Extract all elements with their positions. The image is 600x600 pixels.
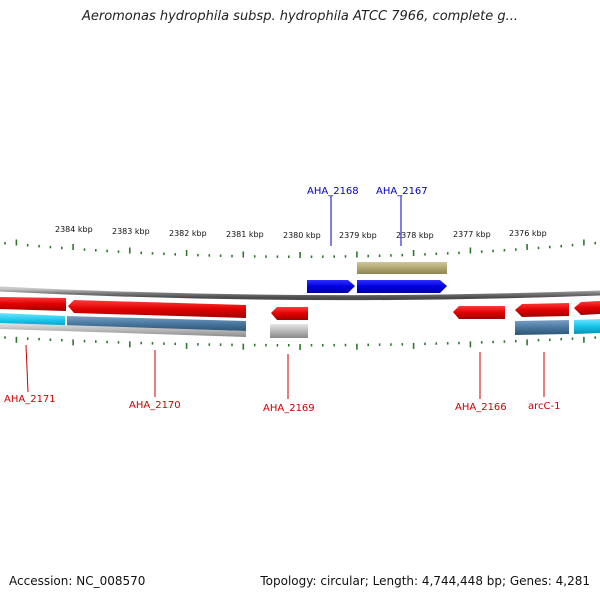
scale-label: 2376 kbp — [509, 229, 547, 238]
gene-aha2166-arrow[interactable] — [453, 306, 505, 319]
orf-cyan-right[interactable] — [574, 319, 600, 334]
map-title: Aeromonas hydrophila subsp. hydrophila A… — [81, 9, 519, 24]
outer-tick-ring — [4, 239, 597, 258]
scale-label: 2380 kbp — [283, 231, 321, 240]
shadow-band-left — [0, 323, 246, 337]
inner-tick-ring — [4, 336, 597, 350]
gene-label-aha2169[interactable]: AHA_2169 — [263, 403, 315, 414]
gene-partial-right-arrow[interactable] — [574, 301, 600, 315]
scale-label: 2383 kbp — [112, 227, 150, 236]
gene-label-arcc1[interactable]: arcC-1 — [528, 401, 560, 412]
gene-arcc1-arrow[interactable] — [515, 303, 569, 317]
gene-aha2169-arrow[interactable] — [271, 307, 308, 320]
genome-stats-text: Topology: circular; Length: 4,744,448 bp… — [260, 574, 590, 588]
scale-label: 2382 kbp — [169, 229, 207, 238]
gene-label-aha2170[interactable]: AHA_2170 — [129, 400, 181, 411]
gene-label-aha2171[interactable]: AHA_2171 — [4, 394, 56, 405]
scale-label: 2384 kbp — [55, 225, 93, 234]
scale-labels: 2384 kbp 2383 kbp 2382 kbp 2381 kbp 2380… — [55, 225, 547, 240]
gene-label-aha2166[interactable]: AHA_2166 — [455, 402, 507, 413]
shadow-band-middle — [270, 324, 308, 338]
gene-aha2167-arrow[interactable] — [357, 280, 447, 293]
gene-aha2168-arrow[interactable] — [307, 280, 355, 293]
orf-steel-arcc1[interactable] — [515, 320, 569, 335]
gene-label-aha2168[interactable]: AHA_2168 — [307, 186, 359, 197]
gene-label-aha2167[interactable]: AHA_2167 — [376, 186, 428, 197]
accession-text: Accession: NC_008570 — [9, 574, 146, 588]
scale-label: 2378 kbp — [396, 231, 434, 240]
genome-backbone — [0, 286, 600, 301]
scale-label: 2379 kbp — [339, 231, 377, 240]
gene-aha2171-arrow[interactable] — [0, 297, 66, 311]
scale-label: 2381 kbp — [226, 230, 264, 239]
gene-aha2170-arrow[interactable] — [68, 300, 246, 318]
label-leader-aha2171 — [25, 344, 29, 393]
rna-feature-tan[interactable] — [357, 262, 447, 274]
scale-label: 2377 kbp — [453, 230, 491, 239]
